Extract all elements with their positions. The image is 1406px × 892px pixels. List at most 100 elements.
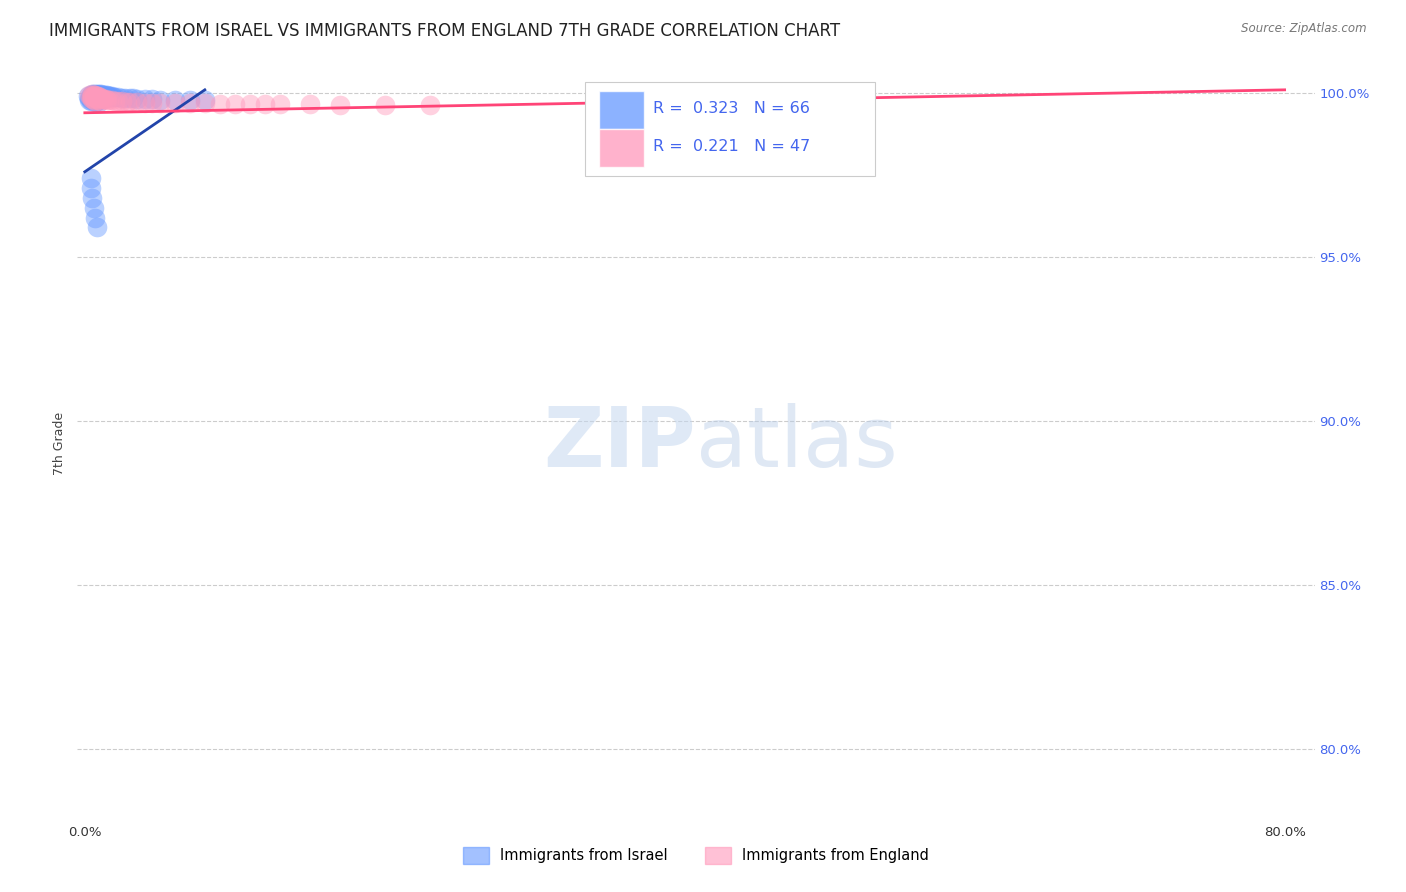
Point (134, 95, 156, 110)
Point (82, 92, 104, 106)
Point (419, 98, 441, 112)
Point (149, 95, 172, 110)
Point (163, 93, 186, 107)
Text: Source: ZipAtlas.com: Source: ZipAtlas.com (1241, 22, 1367, 36)
Point (101, 93, 124, 107)
Point (83, 88, 105, 103)
Point (89, 90, 111, 104)
Point (89, 92, 111, 106)
Point (141, 95, 163, 110)
Point (115, 95, 138, 109)
Text: ZIP: ZIP (544, 403, 696, 484)
Point (84, 88, 107, 103)
Point (80, 87, 103, 102)
Point (87, 87, 110, 101)
Point (239, 97, 262, 112)
Point (111, 95, 134, 109)
Point (82, 88, 104, 103)
Point (104, 90, 127, 104)
Point (87, 95, 110, 110)
Point (86, 90, 108, 104)
Point (163, 95, 186, 110)
Point (253, 97, 276, 112)
Point (179, 93, 201, 107)
Point (82, 92, 104, 106)
Point (114, 91, 136, 105)
Point (87, 93, 110, 107)
Text: R =  0.323   N = 66: R = 0.323 N = 66 (652, 101, 810, 116)
Point (98, 89, 121, 103)
Point (127, 92, 149, 106)
Y-axis label: 7th Grade: 7th Grade (52, 412, 66, 475)
Point (90, 91, 112, 105)
Point (80, 91, 103, 105)
Point (84, 211, 107, 225)
Point (91, 90, 114, 104)
Point (80, 171, 103, 186)
Point (111, 91, 134, 105)
Point (86, 92, 108, 106)
Point (118, 91, 141, 105)
FancyBboxPatch shape (585, 82, 876, 177)
Point (86, 87, 108, 101)
Point (107, 94, 129, 108)
Point (84, 89, 107, 103)
FancyBboxPatch shape (599, 91, 644, 129)
Point (82, 191, 104, 205)
Point (121, 91, 143, 105)
Point (96, 88, 118, 103)
Point (84, 94, 107, 108)
Point (329, 97, 352, 112)
Point (82, 93, 104, 107)
Point (93, 91, 115, 105)
Point (86, 92, 108, 106)
Point (149, 93, 172, 107)
Point (374, 98, 396, 112)
Point (86, 88, 108, 103)
Point (194, 93, 217, 107)
Point (101, 89, 124, 103)
Point (96, 93, 118, 107)
Point (79, 91, 101, 105)
Legend: Immigrants from Israel, Immigrants from England: Immigrants from Israel, Immigrants from … (457, 841, 935, 870)
Point (104, 94, 127, 108)
Point (80, 90, 103, 104)
Point (103, 89, 125, 103)
Point (89, 94, 111, 108)
Point (83, 93, 105, 107)
Point (134, 92, 156, 106)
Point (298, 97, 321, 112)
Text: atlas: atlas (696, 403, 897, 484)
Point (89, 87, 111, 102)
Point (87, 88, 110, 103)
Point (118, 95, 141, 109)
Point (80, 181, 103, 195)
Point (79, 93, 101, 107)
Point (194, 96, 217, 111)
Point (269, 97, 291, 112)
Point (179, 96, 201, 111)
Point (208, 96, 231, 111)
Point (87, 91, 110, 105)
Point (90, 87, 112, 102)
Point (82, 87, 104, 101)
Point (89, 89, 111, 103)
FancyBboxPatch shape (599, 128, 644, 167)
Point (84, 87, 107, 101)
Point (84, 88, 107, 103)
Point (83, 93, 105, 107)
Point (83, 201, 105, 215)
Point (97, 88, 120, 103)
Point (94, 91, 117, 105)
Point (82, 89, 104, 103)
Text: IMMIGRANTS FROM ISRAEL VS IMMIGRANTS FROM ENGLAND 7TH GRADE CORRELATION CHART: IMMIGRANTS FROM ISRAEL VS IMMIGRANTS FRO… (49, 22, 841, 40)
Point (80, 88, 103, 103)
Point (82, 90, 104, 104)
Point (86, 220, 108, 235)
Point (93, 87, 115, 102)
Point (84, 95, 107, 110)
Point (93, 92, 115, 106)
Point (84, 91, 107, 105)
Point (86, 95, 108, 109)
Point (91, 87, 114, 102)
